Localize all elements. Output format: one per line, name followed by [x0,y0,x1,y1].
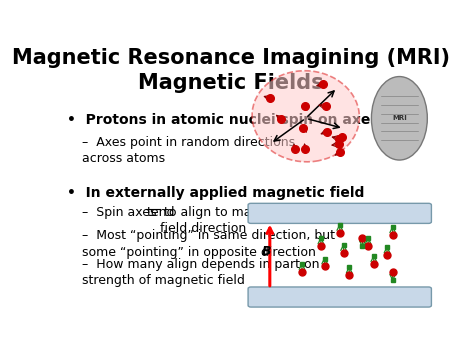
FancyBboxPatch shape [248,203,432,223]
Text: B: B [261,245,271,258]
Text: Magnetic Resonance Imagining (MRI)
Magnetic Fields: Magnetic Resonance Imagining (MRI) Magne… [12,48,450,93]
Ellipse shape [371,77,428,160]
Text: MRI: MRI [392,115,407,121]
Text: –  Axes point in random directions
across atoms: – Axes point in random directions across… [82,136,296,165]
Ellipse shape [252,71,360,162]
Text: –  Spin axes: – Spin axes [82,206,161,219]
Text: •  Protons in atomic nuclei spin on axes: • Protons in atomic nuclei spin on axes [67,114,378,127]
Text: •  In externally applied magnetic field: • In externally applied magnetic field [67,186,364,200]
FancyBboxPatch shape [248,287,432,307]
Text: to align to magnetic
field direction: to align to magnetic field direction [160,206,291,235]
Text: –  Most “pointing” in same direction, but
some “pointing” in opposite direction: – Most “pointing” in same direction, but… [82,229,335,259]
Text: –  How many align depends in part on
strength of magnetic field: – How many align depends in part on stre… [82,258,320,287]
Text: tend: tend [146,206,175,219]
